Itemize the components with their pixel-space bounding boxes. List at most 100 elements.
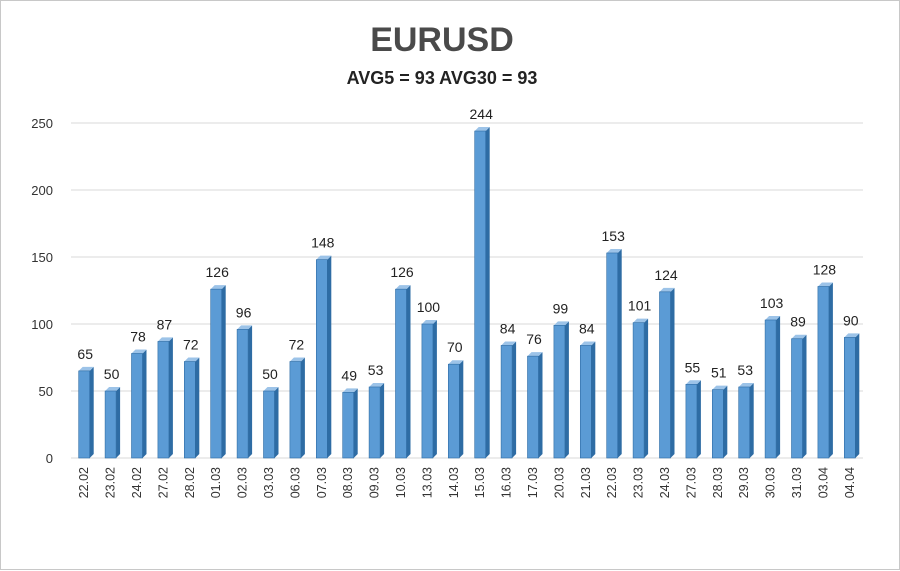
- y-tick-label: 150: [31, 250, 53, 265]
- data-label: 72: [289, 337, 305, 353]
- bar-front: [421, 323, 434, 459]
- data-label: 153: [602, 228, 626, 244]
- bar: [579, 341, 596, 459]
- bar-top: [237, 325, 253, 330]
- data-label: 99: [553, 300, 569, 316]
- bar: [104, 387, 121, 459]
- bar-side: [89, 366, 94, 458]
- bar-side: [248, 325, 253, 458]
- data-label: 84: [500, 320, 516, 336]
- bar-side: [195, 357, 200, 458]
- bar-side: [168, 337, 173, 458]
- bar-top: [633, 318, 649, 323]
- chart-title: EURUSD: [370, 21, 514, 59]
- bar-front: [632, 322, 645, 459]
- x-tick-label: 07.03: [315, 467, 329, 498]
- data-label: 101: [628, 298, 652, 314]
- bar-top: [184, 357, 200, 362]
- bar: [711, 385, 728, 459]
- bar-front: [553, 325, 566, 459]
- bar: [421, 320, 437, 459]
- y-tick-label: 250: [31, 116, 53, 131]
- chart-subtitle: AVG5 = 93 AVG30 = 93: [347, 68, 538, 88]
- bar-front: [236, 329, 249, 459]
- bar-front: [791, 338, 803, 459]
- bar-top: [844, 333, 860, 338]
- bar-front: [157, 341, 170, 459]
- data-label: 103: [760, 295, 784, 311]
- bar-top: [289, 357, 305, 362]
- x-tick-label: 28.02: [183, 467, 197, 498]
- bar: [131, 349, 147, 459]
- data-label: 49: [341, 367, 357, 383]
- bar-side: [406, 285, 411, 458]
- bar-front: [764, 319, 777, 459]
- bar-side: [512, 341, 517, 458]
- bar-front: [447, 363, 460, 459]
- x-tick-label: 17.03: [526, 467, 540, 498]
- bar-top: [501, 341, 517, 346]
- bar-front: [817, 286, 830, 459]
- x-tick-label: 22.03: [605, 467, 619, 498]
- bar-top: [765, 315, 781, 320]
- x-tick-label: 01.03: [209, 467, 223, 498]
- x-tick-label: 03.03: [262, 467, 276, 498]
- x-tick-label: 03.04: [816, 467, 830, 498]
- x-tick-label: 09.03: [368, 467, 382, 498]
- bar-front: [527, 355, 539, 459]
- data-label: 128: [813, 261, 837, 277]
- bar: [553, 321, 569, 459]
- bar-side: [459, 360, 464, 458]
- bar-top: [131, 349, 147, 354]
- bar-side: [749, 382, 754, 458]
- bar-side: [776, 315, 781, 458]
- bar-side: [116, 387, 121, 458]
- bar-top: [685, 380, 701, 385]
- bar: [474, 127, 490, 459]
- bar-front: [342, 392, 355, 459]
- bar: [527, 352, 543, 459]
- bar: [78, 366, 94, 459]
- x-tick-label: 06.03: [288, 467, 302, 498]
- bar: [764, 315, 781, 459]
- x-tick-label: 20.03: [552, 467, 566, 498]
- bar-top: [738, 382, 754, 387]
- bar: [685, 380, 701, 459]
- bar: [817, 282, 833, 459]
- bar: [659, 287, 675, 459]
- bar-top: [606, 248, 622, 253]
- y-tick-label: 50: [39, 384, 53, 399]
- x-tick-label: 21.03: [579, 467, 593, 498]
- bar-top: [580, 341, 596, 346]
- data-label: 53: [737, 362, 753, 378]
- x-tick-label: 10.03: [394, 467, 408, 498]
- bar-top: [395, 285, 411, 290]
- x-tick-label: 15.03: [473, 467, 487, 498]
- data-label: 90: [843, 312, 859, 328]
- data-label: 87: [157, 316, 173, 332]
- bar-top: [316, 255, 332, 260]
- bar-side: [617, 248, 622, 458]
- bar-side: [353, 388, 358, 458]
- bar-front: [184, 361, 196, 459]
- bar: [395, 285, 411, 459]
- bar-top: [553, 321, 569, 326]
- bar-side: [274, 387, 279, 458]
- x-tick-label: 27.03: [684, 467, 698, 498]
- bar: [289, 357, 305, 459]
- bar-side: [723, 385, 728, 458]
- data-label: 50: [104, 366, 120, 382]
- data-label: 72: [183, 337, 199, 353]
- x-tick-label: 28.03: [711, 467, 725, 498]
- data-label: 50: [262, 366, 278, 382]
- bar-top: [210, 285, 226, 290]
- x-tick-label: 29.03: [737, 467, 751, 498]
- x-tick-label: 13.03: [420, 467, 434, 498]
- bar: [368, 382, 385, 459]
- bar-top: [712, 385, 728, 390]
- x-tick-label: 23.03: [632, 467, 646, 498]
- data-label: 65: [77, 346, 93, 362]
- bar-front: [685, 383, 698, 459]
- bar-front: [104, 390, 117, 459]
